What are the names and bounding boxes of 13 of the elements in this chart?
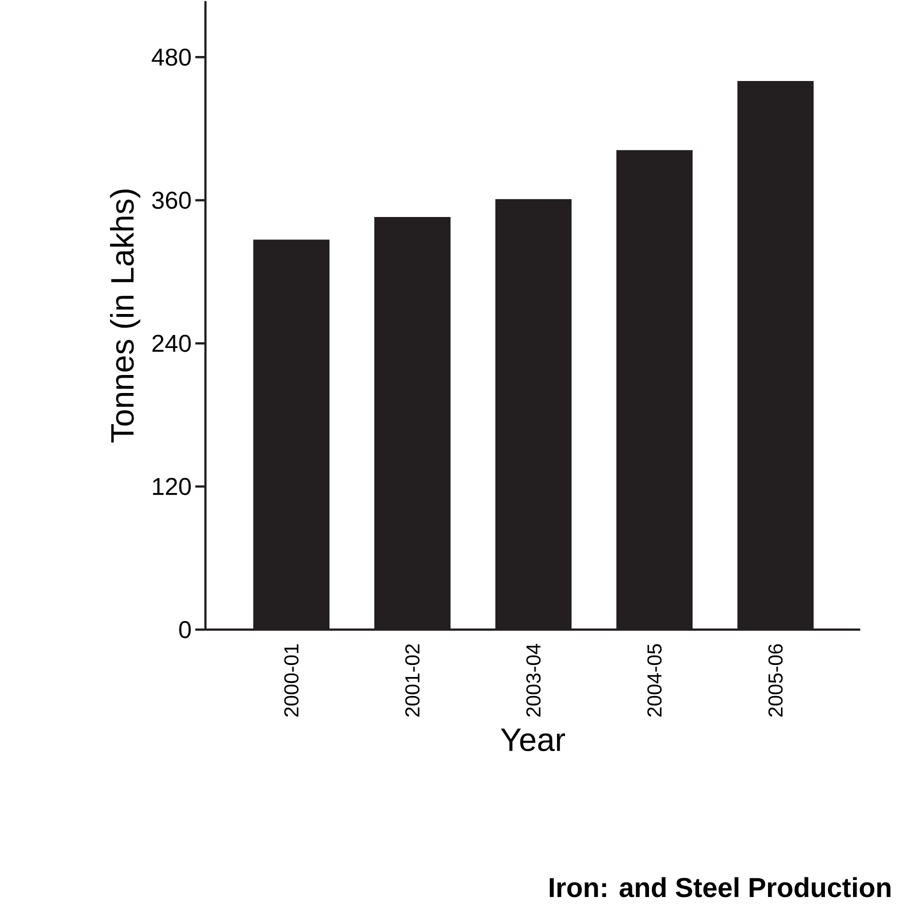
x-tick-label: 2001-02 — [405, 644, 420, 717]
y-axis-title: Tonnes (in Lakhs) — [110, 190, 140, 442]
y-tick-label: 480 — [152, 48, 191, 66]
text: Iron: and Steel Production — [550, 877, 891, 898]
x-tick-label: 2005-06 — [768, 644, 783, 717]
y-tick-label: 120 — [153, 478, 191, 496]
x-tick-label: 2004-05 — [647, 644, 662, 717]
x-tick-label: 2000-01 — [284, 644, 299, 717]
x-tick-label: 2003-04 — [526, 644, 541, 717]
y-tick-label: 0 — [179, 621, 191, 638]
x-axis-title: Year — [501, 728, 566, 752]
y-tick-label: 240 — [152, 334, 191, 352]
y-tick-label: 360 — [152, 192, 191, 209]
